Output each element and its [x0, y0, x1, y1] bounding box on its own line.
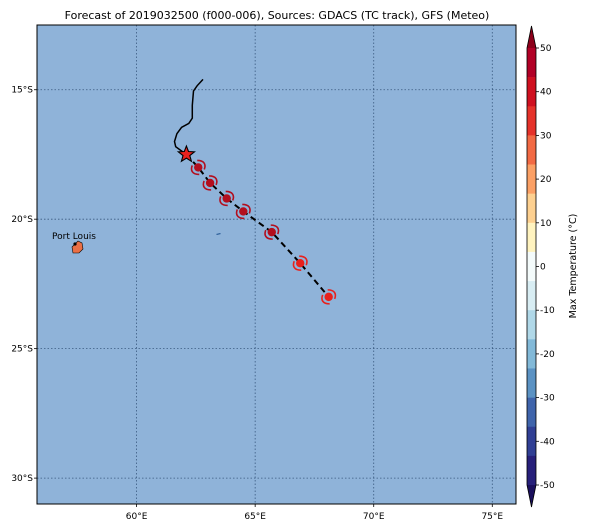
- capital-dot: [73, 242, 77, 246]
- ocean-background: [37, 25, 516, 504]
- colorbar-tick-label: 30: [540, 131, 552, 141]
- storm-icon: [202, 175, 218, 191]
- colorbar-tick-label: -40: [540, 437, 555, 447]
- storm-icon: [292, 255, 308, 272]
- colorbar-segment: [527, 368, 536, 398]
- colorbar-segment: [527, 281, 536, 311]
- storm-icon: [219, 190, 235, 207]
- storm-icon: [264, 224, 280, 240]
- map-frame: [36, 24, 517, 505]
- colorbar-segment: [527, 106, 536, 136]
- storm-icon: [190, 159, 206, 176]
- land-areas: [71, 233, 221, 254]
- colorbar-tick-label: -20: [540, 350, 555, 360]
- colorbar-segment: [527, 397, 536, 428]
- longitude-ticks: 60°E 65°E 70°E 75°E: [126, 504, 503, 522]
- colorbar-segments: [527, 48, 536, 486]
- latitude-ticks: 15°S 20°S 25°S 30°S: [11, 86, 37, 484]
- colorbar-segment: [527, 135, 536, 165]
- colorbar-over-extend: [527, 26, 536, 48]
- lon-tick-label: 75°E: [481, 512, 503, 522]
- storm-icon: [235, 203, 251, 220]
- islet: [216, 233, 221, 235]
- colorbar-segment: [527, 455, 536, 486]
- colorbar-tick-label: 0: [540, 263, 546, 273]
- colorbar-segment: [527, 193, 536, 224]
- storm-icon: [321, 289, 337, 305]
- graticule: [37, 25, 516, 504]
- map-title: Forecast of 2019032500 (f000-006), Sourc…: [65, 9, 490, 22]
- colorbar-tick-label: 20: [540, 175, 552, 185]
- past-track-line: [173, 78, 204, 156]
- lon-tick-label: 65°E: [244, 512, 266, 522]
- colorbar-segment: [527, 77, 536, 107]
- cyclone-track: [173, 78, 337, 305]
- colorbar-ticks: 50 40 30 20 10 0 -10 -20 -30 -40 -50: [536, 44, 555, 491]
- star-icon: [176, 144, 196, 163]
- lat-tick-label: 20°S: [11, 215, 33, 225]
- colorbar-segment: [527, 426, 536, 457]
- colorbar-segment: [527, 251, 536, 282]
- colorbar-tick-label: 40: [540, 88, 552, 98]
- colorbar-label: Max Temperature (°C): [568, 214, 579, 319]
- colorbar-tick-label: 50: [540, 44, 552, 54]
- place-label-port-louis: Port Louis: [52, 232, 96, 242]
- colorbar-tick-label: -30: [540, 394, 555, 404]
- storm-symbols: [190, 159, 337, 305]
- map-panel: Port Louis 60°E 65°E 70°E 75°E 15°S 20°S 25°S…: [11, 24, 517, 522]
- colorbar-under-extend: [527, 485, 536, 507]
- lon-tick-label: 70°E: [363, 512, 385, 522]
- lat-tick-label: 25°S: [11, 345, 33, 355]
- lat-tick-label: 15°S: [11, 86, 33, 96]
- lat-tick-label: 30°S: [11, 474, 33, 484]
- lon-tick-label: 60°E: [126, 512, 148, 522]
- colorbar-segment: [527, 164, 536, 194]
- colorbar-segment: [527, 48, 536, 78]
- colorbar-tick-label: -50: [540, 481, 555, 491]
- mauritius-island: [71, 240, 84, 254]
- colorbar-segment: [527, 310, 536, 340]
- colorbar-tick-label: -10: [540, 306, 555, 316]
- colorbar-segment: [527, 339, 536, 369]
- colorbar: 50 40 30 20 10 0 -10 -20 -30 -40 -50 Max Temperatu…: [526, 25, 579, 508]
- colorbar-segment: [527, 222, 536, 253]
- colorbar-tick-label: 10: [540, 219, 552, 229]
